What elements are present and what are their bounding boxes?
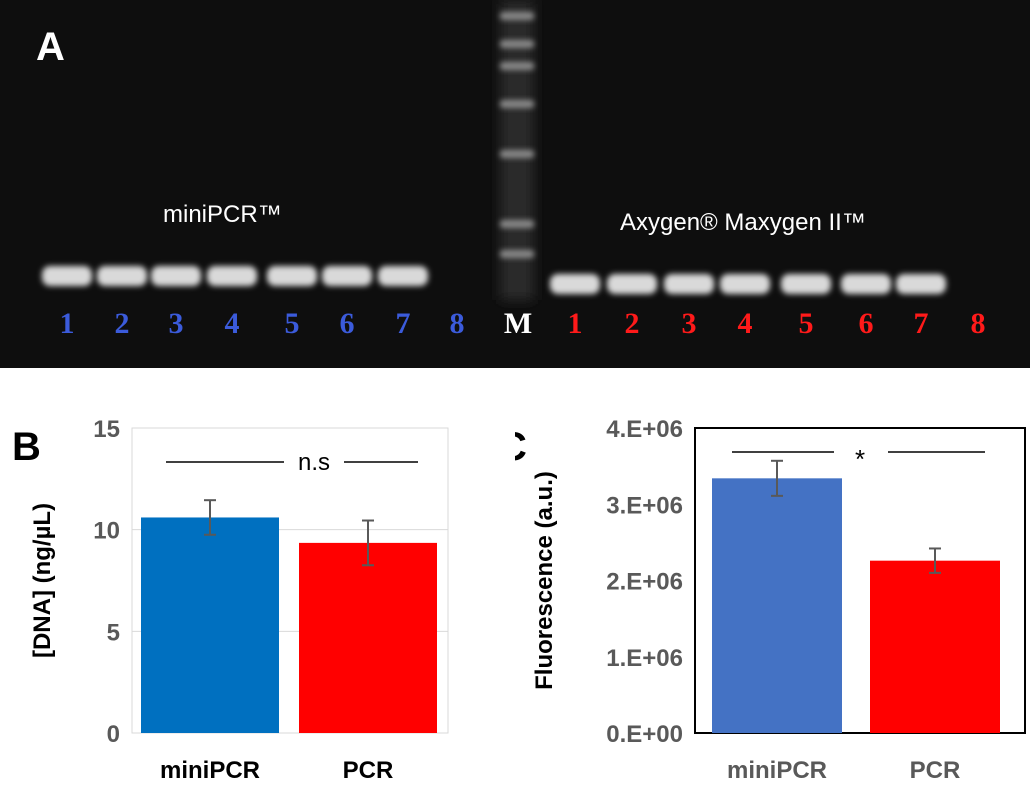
lane-label-right: 2 <box>625 307 640 340</box>
panel-letter-b: B <box>12 425 41 469</box>
significance-label: * <box>855 444 865 474</box>
plot-area <box>694 427 1026 734</box>
chart-b: B 0 5 10 15 [DNA] (ng/µL) miniPCR PCR n.s <box>12 416 449 784</box>
lane-label-left: 4 <box>225 307 240 340</box>
gel-band <box>97 266 147 286</box>
y-tick-label: 15 <box>93 416 120 443</box>
panel-letter-a: A <box>36 25 65 69</box>
gel-label-minipcr: miniPCR™ <box>163 201 282 228</box>
lane-label-right: 7 <box>914 307 929 340</box>
category-label: miniPCR <box>727 757 827 784</box>
gel-label-axygen: Axygen® Maxygen II™ <box>620 209 866 236</box>
gel-bands-right <box>550 274 946 294</box>
gel-band <box>267 266 317 286</box>
lane-label-left: 8 <box>450 307 465 340</box>
error-bar <box>204 499 216 536</box>
y-tick-label: 2.E+06 <box>606 569 683 596</box>
y-tick-label: 3.E+06 <box>606 492 683 519</box>
ladder-band <box>500 12 534 20</box>
y-axis-label: Fluorescence (a.u.) <box>531 471 558 690</box>
error-bar <box>929 547 941 574</box>
marker-ladder <box>500 0 534 300</box>
panel-letter-c: C <box>515 425 527 469</box>
lane-label-right: 1 <box>568 307 583 340</box>
lane-label-left: 2 <box>115 307 130 340</box>
category-label: PCR <box>343 757 394 784</box>
y-tick-label: 4.E+06 <box>606 416 683 443</box>
lane-label-left: 3 <box>169 307 184 340</box>
gel-band <box>720 274 770 294</box>
ladder-band <box>500 40 534 48</box>
category-label: miniPCR <box>160 757 260 784</box>
gel-band <box>841 274 891 294</box>
bar <box>870 560 1000 733</box>
bar <box>712 478 842 733</box>
gel-band <box>664 274 714 294</box>
lane-label-right: 6 <box>859 307 874 340</box>
gel-band <box>781 274 831 294</box>
lane-label-left: 5 <box>285 307 300 340</box>
ladder-band <box>500 150 534 158</box>
y-tick-label: 0 <box>107 721 120 748</box>
ladder-band <box>500 62 534 70</box>
ladder-band <box>500 250 534 258</box>
bar <box>141 517 279 733</box>
gel-band <box>550 274 600 294</box>
category-label: PCR <box>910 757 961 784</box>
gel-band <box>42 266 92 286</box>
lane-label-right: 8 <box>971 307 986 340</box>
lane-label-right: 5 <box>799 307 814 340</box>
bar <box>299 542 437 733</box>
lane-label-left: 7 <box>396 307 411 340</box>
gel-band <box>378 266 428 286</box>
plot-area <box>131 427 449 734</box>
lane-label-left: 1 <box>60 307 75 340</box>
gel-band <box>207 266 257 286</box>
lane-labels: 1 2 3 4 5 6 7 8 M 1 2 3 4 5 6 7 8 <box>60 307 986 340</box>
y-axis-label: [DNA] (ng/µL) <box>29 503 56 658</box>
gel-bands-left <box>42 266 428 286</box>
gel-band <box>151 266 201 286</box>
gel-band <box>896 274 946 294</box>
y-tick-label: 5 <box>107 619 120 646</box>
y-tick-label: 1.E+06 <box>606 645 683 672</box>
ladder-band <box>500 220 534 228</box>
gel-band <box>607 274 657 294</box>
lane-label-right: 4 <box>738 307 753 340</box>
ladder-band <box>500 100 534 108</box>
significance-label: n.s <box>298 449 330 476</box>
y-tick-label: 0.E+00 <box>606 721 683 748</box>
y-tick-label: 10 <box>93 518 120 545</box>
chart-c: C 0.E+00 1.E+06 2.E+06 3.E+06 4.E+06 Fluoresc… <box>515 416 1026 784</box>
lane-label-marker: M <box>504 307 532 340</box>
lane-label-right: 3 <box>682 307 697 340</box>
error-bar <box>771 459 783 497</box>
gel-band <box>322 266 372 286</box>
gel-image: A miniPCR™ Axygen® Maxygen II™ 1 2 3 4 5 6 7 8 M… <box>0 0 1030 368</box>
gel-svg: A miniPCR™ Axygen® Maxygen II™ 1 2 3 4 5 6 7 8 M… <box>36 0 986 340</box>
lane-label-left: 6 <box>340 307 355 340</box>
error-bar <box>362 519 374 567</box>
